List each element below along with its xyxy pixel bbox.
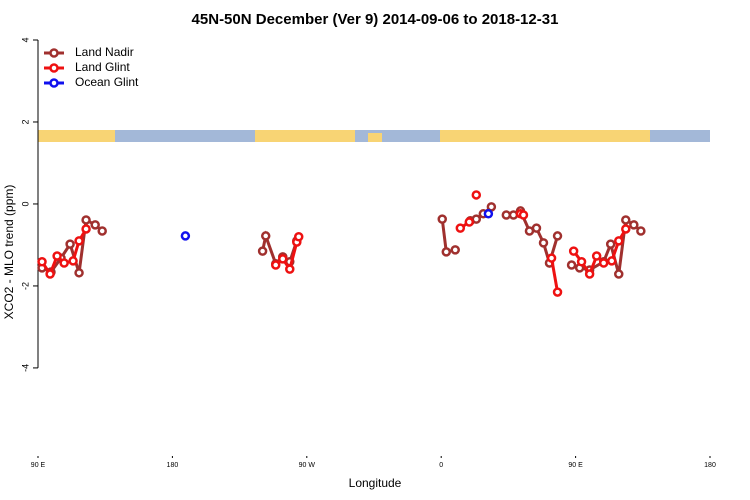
data-point	[52, 251, 62, 261]
legend-label: Land Glint	[75, 60, 130, 74]
data-point	[285, 264, 295, 274]
series-line	[550, 257, 560, 293]
data-point	[464, 217, 475, 227]
data-point	[455, 223, 466, 233]
data-point	[437, 214, 447, 224]
data-point	[518, 210, 529, 220]
data-point	[552, 287, 563, 297]
y-axis-label: XCO2 - MLO trend (ppm)	[2, 185, 16, 320]
x-tick-label: 90 E	[31, 462, 46, 469]
data-point	[598, 258, 609, 268]
data-point	[45, 269, 55, 279]
x-tick-label: 90 W	[299, 462, 316, 469]
data-point	[180, 231, 191, 241]
x-axis-label: Longitude	[349, 476, 402, 490]
data-point	[97, 226, 107, 236]
x-tick-label: 180	[167, 462, 179, 469]
data-point	[566, 260, 577, 270]
y-tick-label: -4	[20, 364, 30, 372]
data-point	[576, 257, 587, 267]
y-tick-label: -2	[20, 282, 30, 290]
data-point	[278, 254, 288, 264]
data-point	[471, 190, 482, 200]
legend-label: Ocean Glint	[75, 75, 139, 89]
data-point	[584, 269, 595, 279]
data-point	[636, 226, 646, 236]
legend-marker	[49, 48, 59, 58]
y-tick-label: 0	[20, 201, 30, 206]
legend-label: Land Nadir	[75, 45, 134, 59]
data-point	[68, 256, 78, 266]
x-tick-label: 180	[704, 462, 716, 469]
chart-title: 45N-50N December (Ver 9) 2014-09-06 to 2…	[192, 11, 559, 28]
legend-marker	[49, 63, 59, 73]
data-point	[538, 238, 549, 248]
x-tick-label: 90 E	[568, 462, 583, 469]
y-tick-label: 2	[20, 119, 30, 124]
data-point	[293, 232, 304, 242]
data-point	[270, 260, 281, 270]
data-point	[483, 209, 494, 219]
data-point	[605, 239, 616, 249]
data-point	[37, 257, 47, 267]
data-point	[450, 245, 460, 255]
map-strip	[38, 130, 710, 142]
data-point	[260, 231, 271, 241]
data-point	[59, 258, 69, 268]
data-point	[257, 246, 268, 256]
data-point	[90, 220, 100, 230]
data-point	[74, 268, 84, 278]
data-point	[614, 269, 624, 279]
data-point	[531, 223, 542, 233]
data-point	[621, 215, 631, 225]
data-point	[552, 231, 563, 241]
data-point	[591, 251, 602, 261]
x-tick-label: 0	[439, 462, 443, 469]
data-point	[65, 239, 75, 249]
data-point	[74, 236, 84, 246]
y-tick-label: 4	[20, 37, 30, 42]
data-point	[568, 246, 579, 256]
data-point	[441, 247, 452, 257]
legend-marker	[49, 78, 59, 88]
data-point	[614, 236, 624, 246]
data-point	[621, 224, 631, 234]
data-point	[606, 256, 617, 266]
data-point	[81, 224, 91, 234]
data-point	[81, 215, 91, 225]
data-point	[629, 220, 639, 230]
data-point	[546, 253, 557, 263]
